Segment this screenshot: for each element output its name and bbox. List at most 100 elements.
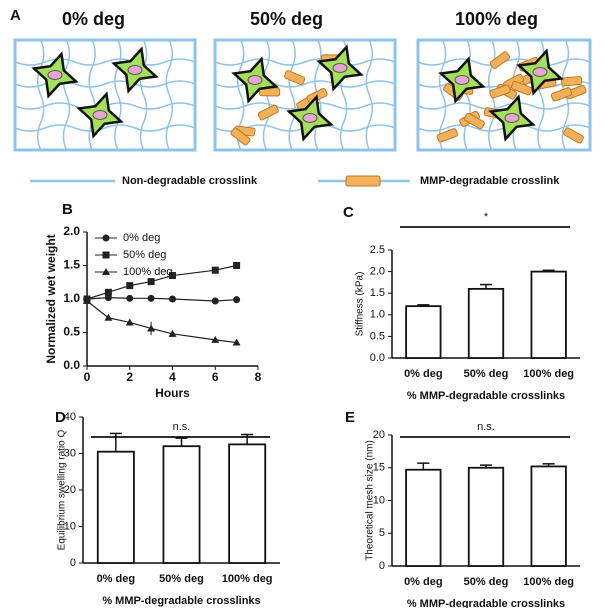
crosslink-line (214, 58, 396, 66)
point (232, 338, 241, 346)
crosslink-line (62, 39, 71, 151)
y-axis-label: Theoretical mesh size (nm) (365, 440, 376, 561)
y-tick-label: 0.5 (370, 330, 385, 342)
panel-letter: D (55, 409, 66, 426)
panel-letter: C (343, 204, 354, 221)
y-tick-label: 0.0 (370, 352, 385, 364)
cell-nucleus (92, 110, 108, 120)
point (147, 278, 155, 286)
x-axis-label: Hours (155, 386, 190, 400)
point (104, 313, 113, 321)
point (169, 295, 176, 303)
y-tick-label: 15 (373, 462, 385, 474)
x-tick-label: 0 (84, 370, 91, 384)
x-axis-label: % MMP-degradable crosslinks (407, 390, 565, 402)
point (233, 296, 241, 304)
degradable-crosslink (560, 76, 583, 87)
x-tick-label: 4 (169, 370, 176, 384)
point (211, 266, 219, 274)
y-axis-label: Equilibrium swelling ratio Q (57, 429, 68, 550)
cell-nucleus (532, 67, 548, 77)
series-line (86, 300, 237, 344)
y-tick-label: 30 (64, 447, 76, 459)
bar (228, 443, 267, 564)
degradable-crosslink (230, 127, 251, 146)
y-tick-label: 2.0 (370, 266, 385, 278)
legend-marker (102, 251, 110, 259)
y-tick-label: 20 (64, 484, 76, 496)
point (233, 262, 241, 269)
panel-title: 0% deg (62, 9, 125, 29)
y-tick-label: 1.0 (370, 309, 385, 321)
bar (467, 287, 505, 359)
y-tick-label: 0.0 (63, 358, 80, 372)
bar (96, 450, 135, 564)
cell-nucleus (302, 113, 318, 123)
point (169, 272, 176, 280)
cell-nucleus (47, 70, 63, 80)
x-tick-label: 6 (212, 370, 219, 384)
legend-text: Non-degradable crosslink (122, 175, 258, 187)
cell-nucleus (332, 63, 348, 73)
cell-nucleus (504, 113, 520, 123)
panel-title: 50% deg (250, 9, 323, 29)
crosslink-line (14, 80, 196, 88)
point (168, 329, 177, 337)
crosslink-line (438, 39, 447, 151)
point (211, 335, 220, 343)
significance-label: n.s. (173, 421, 191, 433)
crosslink-line (14, 124, 196, 132)
point (126, 294, 134, 302)
y-tick-label: 1.0 (63, 291, 80, 305)
crosslink-line (288, 39, 296, 151)
y-axis-label: Normalized wet weight (44, 234, 58, 363)
panel-letter: E (345, 409, 355, 426)
significance-label: n.s. (477, 421, 495, 433)
point (147, 324, 156, 332)
point (83, 297, 91, 305)
legend-text: 100% deg (123, 266, 173, 278)
x-tick-label: 100% deg (523, 368, 574, 380)
crosslink-line (36, 39, 45, 151)
point (147, 294, 155, 302)
degradable-crosslink (283, 70, 306, 86)
legend-marker (102, 234, 110, 242)
degradable-crosslink (510, 80, 533, 96)
hydrogel-box (416, 38, 592, 152)
y-tick-label: 40 (64, 411, 76, 423)
degradable-crosslink (257, 104, 279, 121)
degradable-crosslink (489, 84, 511, 99)
cell-nucleus (127, 65, 143, 75)
y-tick-label: 1.5 (370, 287, 385, 299)
cell-nucleus (454, 75, 470, 85)
x-tick-label: 50% deg (464, 576, 509, 588)
legend-text: 0% deg (123, 232, 160, 244)
degradable-crosslink (463, 112, 485, 130)
legend-text: 50% deg (123, 249, 166, 261)
panel-letter: B (62, 201, 73, 218)
degradable-crosslink (563, 127, 584, 144)
x-axis-label: % MMP-degradable crosslinks (102, 595, 260, 607)
bar (467, 466, 505, 567)
crosslink-line (365, 39, 374, 151)
y-tick-label: 0 (379, 560, 385, 572)
legend-text: MMP-degradable crosslink (420, 175, 560, 187)
y-tick-label: 10 (64, 520, 76, 532)
x-tick-label: 50% deg (159, 573, 204, 585)
x-tick-label: 50% deg (464, 368, 509, 380)
x-tick-label: 2 (126, 370, 133, 384)
cell-nucleus (247, 75, 263, 85)
bar (530, 465, 567, 567)
panel-letter: A (10, 7, 21, 24)
panel-title: 100% deg (455, 9, 538, 29)
x-tick-label: 8 (255, 370, 262, 384)
bar (405, 468, 442, 567)
point (104, 288, 112, 296)
legend-crosslink (345, 175, 381, 187)
point (211, 297, 219, 305)
x-axis-label: % MMP-degradable crosslinks (407, 598, 565, 608)
degradable-crosslink (436, 128, 458, 143)
point (125, 318, 134, 326)
y-tick-label: 2.0 (63, 224, 80, 238)
y-tick-label: 1.5 (63, 258, 80, 272)
